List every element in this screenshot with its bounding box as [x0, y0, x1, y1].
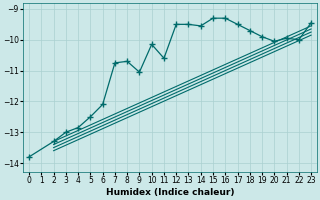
X-axis label: Humidex (Indice chaleur): Humidex (Indice chaleur): [106, 188, 234, 197]
